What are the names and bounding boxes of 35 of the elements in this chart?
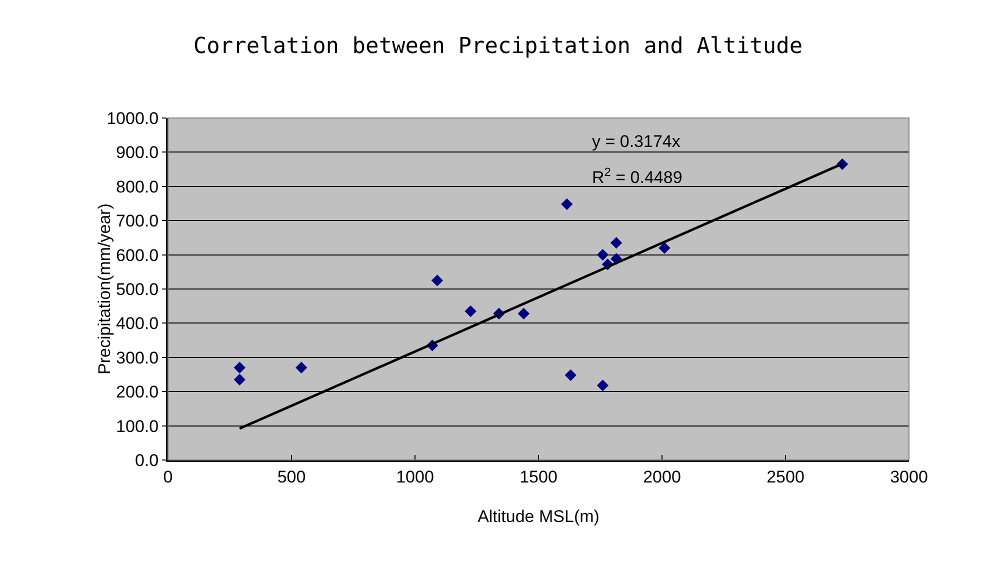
x-tick-label: 1000: [396, 467, 434, 486]
point: [596, 380, 609, 392]
x-tick-label: 2000: [643, 467, 681, 486]
annotation: y = 0.3174x: [592, 132, 681, 151]
x-tick-label: 2500: [766, 467, 804, 486]
point: [561, 198, 573, 210]
y-tick-label: 600.0: [116, 246, 159, 265]
annotation: R$^{2}$ = 0.4489: [592, 165, 682, 188]
y-tick-label: 0.0: [134, 450, 159, 470]
x-tick-label: 0: [163, 467, 173, 486]
point: [234, 374, 246, 386]
point: [431, 274, 444, 286]
point: [564, 369, 576, 382]
point: [596, 248, 609, 261]
y-tick-label: 500.0: [116, 280, 159, 299]
point: [464, 305, 476, 318]
y-tick-label: 100.0: [116, 416, 159, 436]
x-tick-label: 1500: [520, 467, 558, 486]
y-axis-title: Precipitation(mm/year): [95, 204, 114, 374]
y-tick-label: 800.0: [116, 177, 159, 196]
point: [610, 236, 622, 249]
x-tick-label: 500: [277, 467, 306, 486]
y-tick-label: 300.0: [116, 348, 159, 368]
y-tick-label: 400.0: [116, 314, 159, 334]
point: [658, 242, 670, 254]
point: [296, 362, 308, 374]
chart-title: Correlation between Precipitation and Altitude: [193, 34, 803, 59]
x-tick-label: 3000: [890, 467, 928, 486]
point: [518, 308, 530, 320]
y-tick-label: 700.0: [116, 212, 159, 231]
y-tick-label: 1000.0: [106, 108, 159, 128]
point: [234, 362, 246, 374]
x-axis-title: Altitude MSL(m): [478, 507, 600, 526]
y-tick-label: 900.0: [116, 143, 159, 162]
y-tick-label: 200.0: [116, 382, 159, 402]
